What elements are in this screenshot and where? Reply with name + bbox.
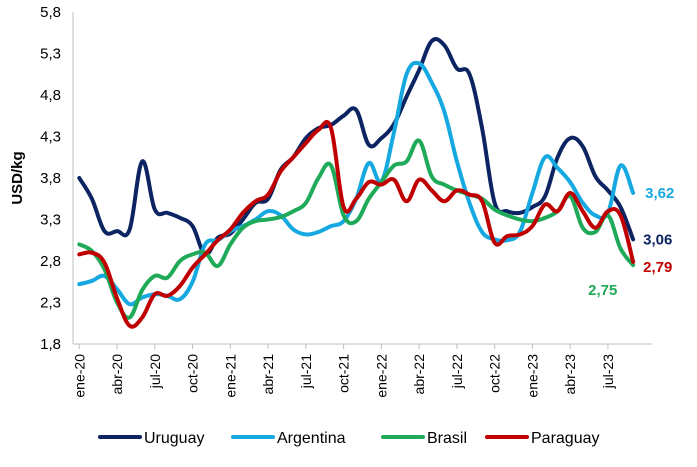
x-tick-label: oct-22: [487, 354, 503, 393]
x-tick-label: ene-23: [524, 354, 540, 398]
y-tick-label: 2,3: [40, 295, 61, 312]
end-value-labels: 3,06 3,62 2,75 2,79: [588, 185, 674, 299]
y-tick-label: 3,8: [40, 170, 61, 187]
x-tick-label: ene-22: [373, 354, 389, 398]
end-label-brasil: 2,75: [588, 282, 617, 299]
x-tick-label: abr-21: [260, 354, 276, 395]
series-line-paraguay: [77, 119, 636, 329]
y-tick-label: 3,3: [40, 212, 61, 229]
x-tick-label: ene-21: [222, 354, 238, 398]
y-tick-label: 5,8: [40, 4, 61, 21]
series-line-uruguay: [77, 37, 636, 257]
end-label-argentina: 3,62: [645, 185, 674, 202]
legend-label-argentina: Argentina: [277, 430, 346, 447]
x-tick-label: jul-23: [600, 354, 616, 389]
x-tick-labels: ene-20 abr-20 jul-20 oct-20 ene-21 abr-21 jul-…: [71, 344, 616, 398]
y-tick-label: 2,8: [40, 253, 61, 270]
legend-label-uruguay: Uruguay: [144, 430, 204, 447]
end-label-paraguay: 2,79: [643, 259, 672, 276]
x-tick-label: abr-23: [562, 354, 578, 395]
y-tick-labels: 1,8 2,3 2,8 3,3 3,8 4,3 4,8 5,3 5,8: [40, 4, 61, 353]
legend-label-paraguay: Paraguay: [531, 430, 600, 447]
x-tick-label: oct-21: [336, 354, 352, 393]
legend: Uruguay Argentina Brasil Paraguay: [98, 430, 600, 447]
x-tick-label: abr-20: [109, 354, 125, 395]
end-label-uruguay: 3,06: [643, 231, 672, 248]
x-tick-label: oct-20: [185, 354, 201, 393]
series-lines: [77, 37, 636, 329]
x-tick-label: jul-21: [298, 354, 314, 389]
y-tick-label: 4,8: [40, 87, 61, 104]
x-tick-label: ene-20: [71, 354, 87, 398]
series-line-brasil: [77, 138, 636, 320]
y-axis-label: USD/kg: [9, 151, 26, 204]
y-tick-label: 4,3: [40, 129, 61, 146]
y-tick-label: 1,8: [40, 336, 61, 353]
x-tick-label: jul-22: [449, 354, 465, 389]
x-tick-label: abr-22: [411, 354, 427, 395]
x-tick-label: jul-20: [147, 354, 163, 389]
legend-label-brasil: Brasil: [427, 430, 467, 447]
y-tick-label: 5,3: [40, 46, 61, 63]
